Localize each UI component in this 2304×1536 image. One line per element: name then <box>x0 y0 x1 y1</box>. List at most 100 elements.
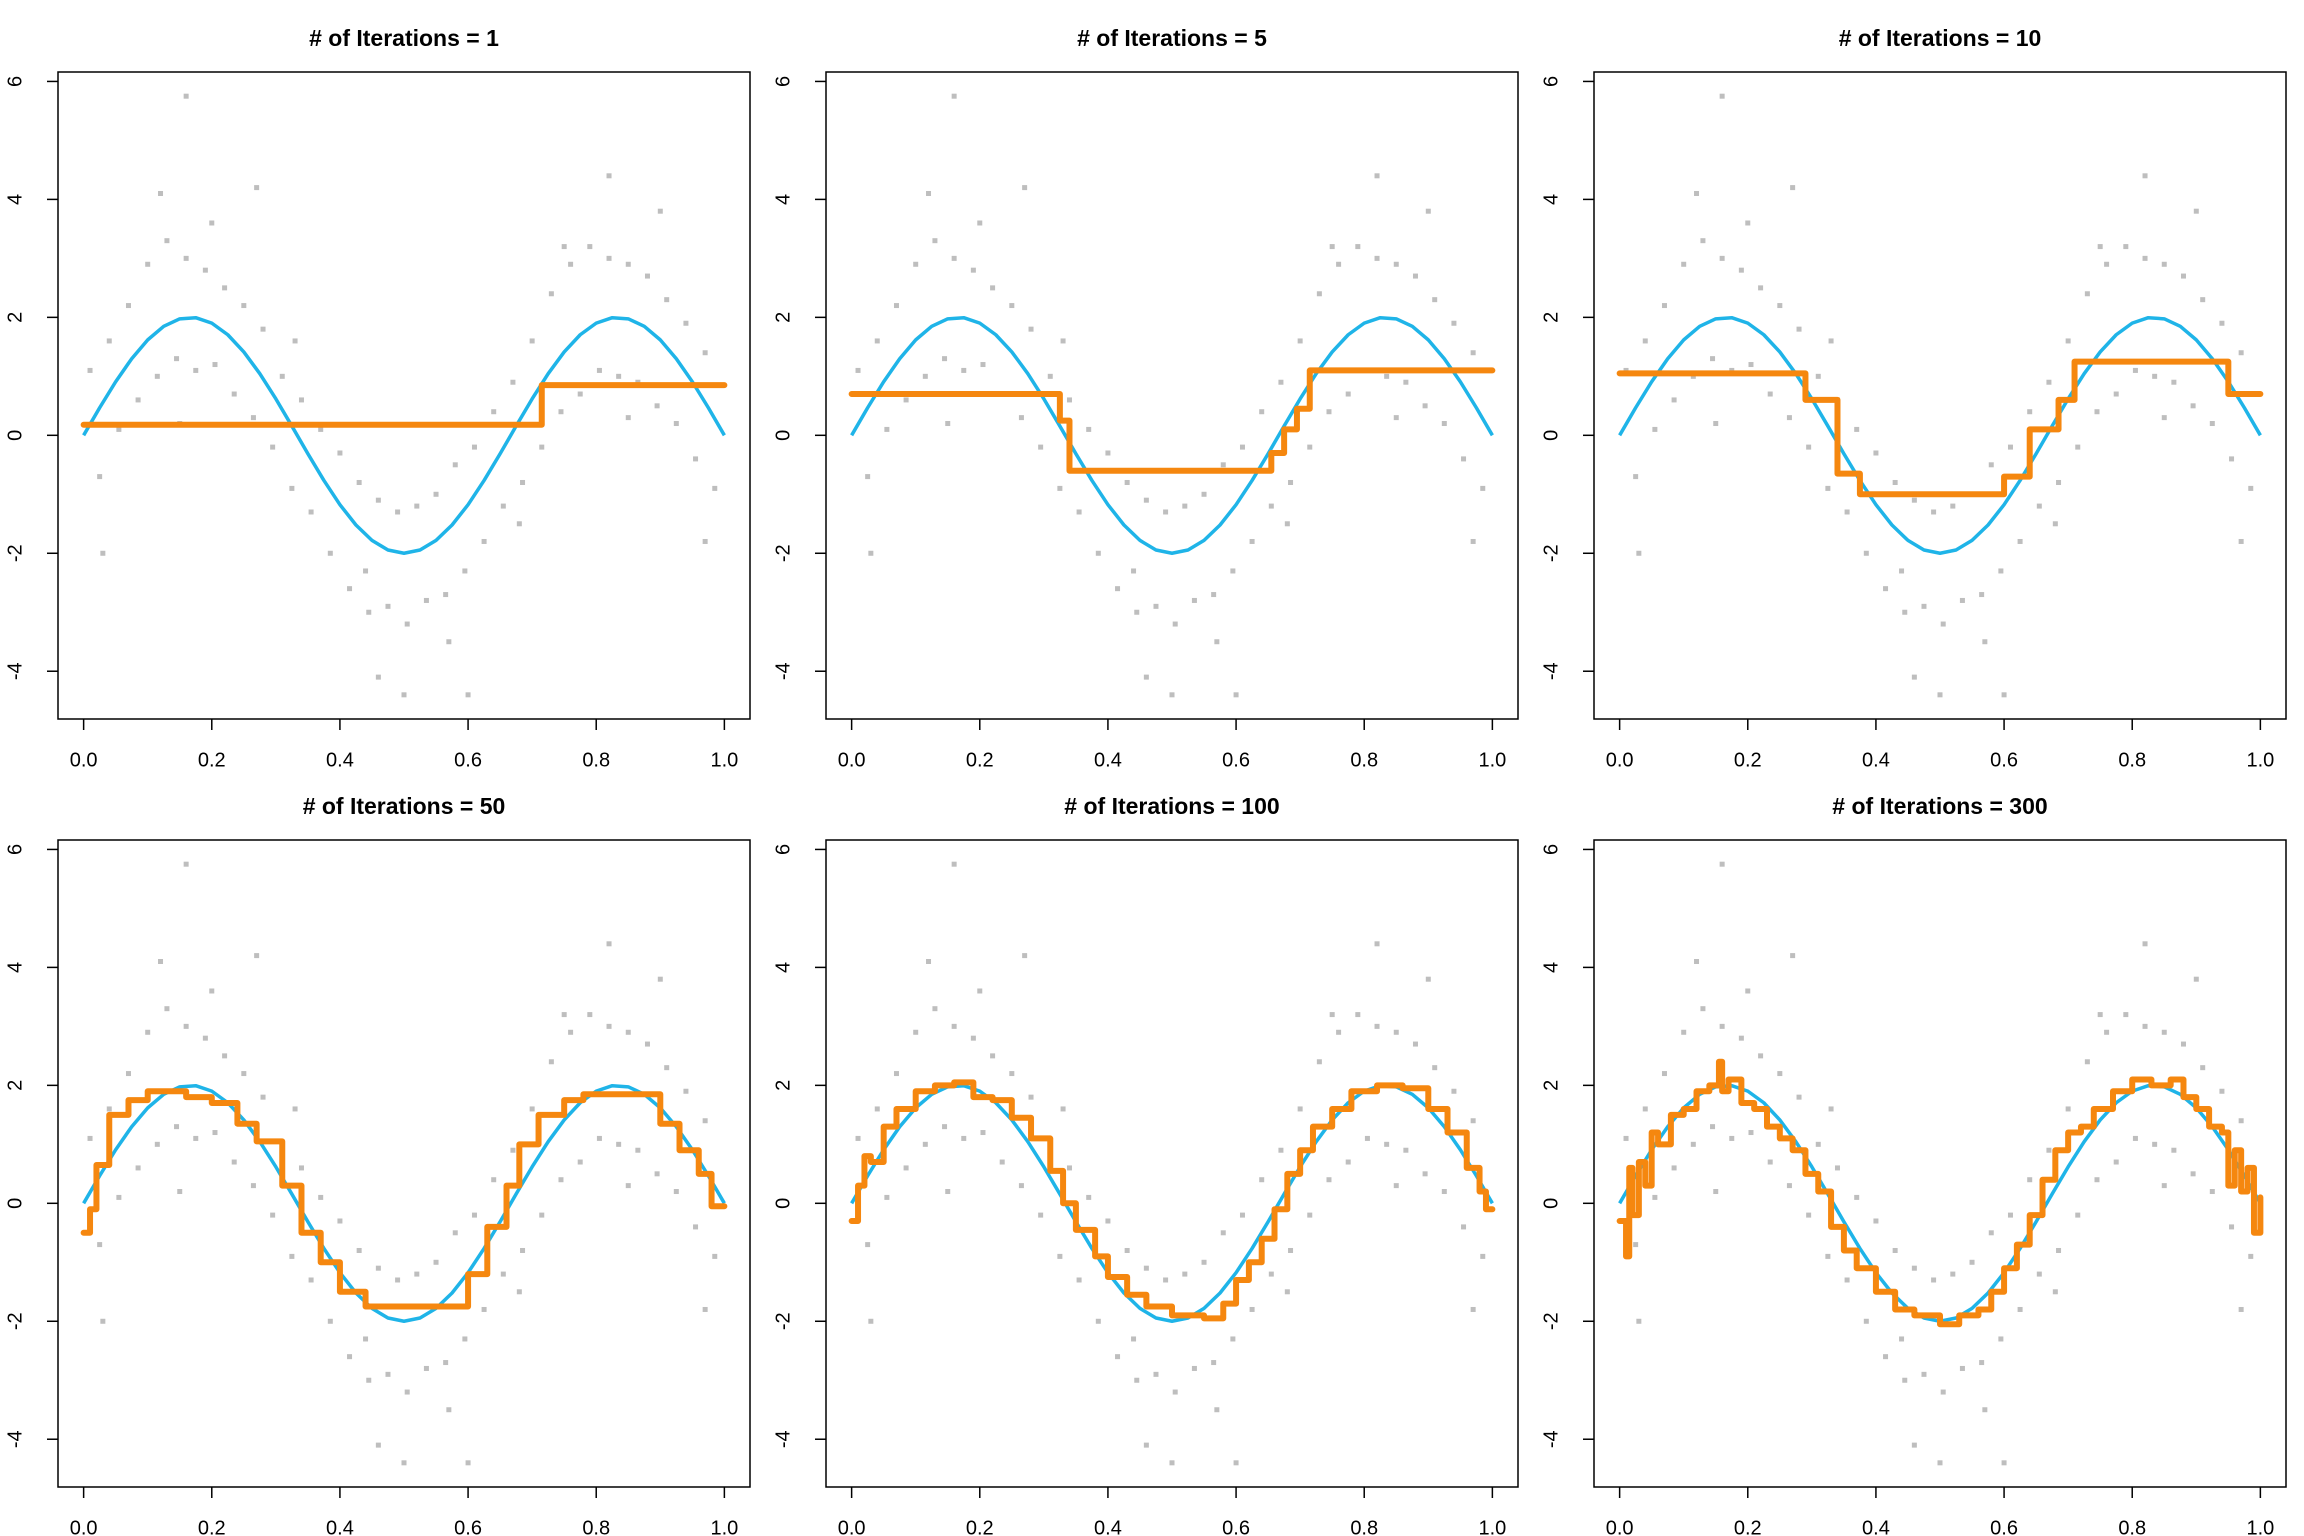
data-point <box>1719 1023 1725 1029</box>
data-point <box>1009 303 1015 309</box>
data-point <box>1134 609 1140 615</box>
data-point <box>520 479 526 485</box>
data-point <box>164 1006 170 1012</box>
data-point <box>1278 379 1284 385</box>
x-tick-label: 0.6 <box>1222 1517 1250 1536</box>
data-point <box>1979 592 1985 598</box>
data-point <box>548 291 554 297</box>
data-point <box>250 415 256 421</box>
data-point <box>596 367 602 373</box>
boosted-fit <box>1616 1058 2264 1328</box>
data-point <box>2104 1029 2110 1035</box>
data-point <box>87 367 93 373</box>
data-point <box>1086 426 1092 432</box>
data-point <box>1057 485 1063 491</box>
data-point <box>893 303 899 309</box>
data-point <box>2007 1212 2013 1218</box>
data-point <box>183 255 189 261</box>
data-point <box>2193 976 2199 982</box>
data-point <box>712 1253 718 1259</box>
data-point <box>1661 303 1667 309</box>
boosted-fit <box>848 1079 1496 1322</box>
data-point <box>2209 1189 2215 1195</box>
plot-area <box>80 861 728 1466</box>
data-point <box>2056 479 2062 485</box>
data-point <box>2097 244 2103 250</box>
data-point <box>1115 586 1121 592</box>
data-point <box>657 976 663 982</box>
data-point <box>1230 1336 1236 1342</box>
data-point <box>625 1029 631 1035</box>
data-point <box>1131 568 1137 574</box>
data-point <box>1259 1177 1265 1183</box>
data-point <box>1902 609 1908 615</box>
data-point <box>471 444 477 450</box>
data-point <box>2238 350 2244 356</box>
data-point <box>1883 586 1889 592</box>
data-point <box>1815 373 1821 379</box>
data-point <box>893 1071 899 1077</box>
data-point <box>884 426 890 432</box>
data-point <box>1191 1365 1197 1371</box>
data-point <box>443 592 449 598</box>
data-point <box>1825 485 1831 491</box>
data-point <box>990 1053 996 1059</box>
data-point <box>1982 639 1988 645</box>
data-point <box>1307 444 1313 450</box>
data-point <box>1931 509 1937 515</box>
data-point <box>1969 1259 1975 1265</box>
data-point <box>1230 568 1236 574</box>
data-point <box>683 320 689 326</box>
data-point <box>1047 373 1053 379</box>
data-point <box>154 1141 160 1147</box>
data-point <box>1393 1183 1399 1189</box>
data-point <box>702 1306 708 1312</box>
data-point <box>1259 409 1265 415</box>
data-point <box>1249 1306 1255 1312</box>
data-point <box>1451 1088 1457 1094</box>
data-point <box>2075 1212 2081 1218</box>
data-point <box>1710 356 1716 362</box>
data-point <box>529 338 535 344</box>
data-point <box>1700 238 1706 244</box>
data-point <box>1681 261 1687 267</box>
data-point <box>446 1407 452 1413</box>
data-point <box>1288 479 1294 485</box>
x-tick-label: 0.2 <box>1734 749 1762 771</box>
data-point <box>1009 1071 1015 1077</box>
panel: # of Iterations = 5 0.0 0.2 0.4 0.6 0.8 1.0 -4 -… <box>772 25 1519 771</box>
data-point <box>1095 1318 1101 1324</box>
plot-area <box>848 93 1496 698</box>
x-tick-label: 1.0 <box>2246 1517 2274 1536</box>
data-point <box>855 1135 861 1141</box>
plot-frame <box>825 71 1519 720</box>
data-point <box>1911 674 1917 680</box>
data-point <box>222 1053 228 1059</box>
data-point <box>616 373 622 379</box>
data-point <box>1652 1194 1658 1200</box>
data-point <box>1268 503 1274 509</box>
data-point <box>1076 1277 1082 1283</box>
data-point <box>443 1360 449 1366</box>
data-point <box>1937 692 1943 698</box>
data-point <box>951 861 957 867</box>
data-point <box>625 1183 631 1189</box>
y-tick-label: 0 <box>1540 1198 1562 1209</box>
data-point <box>1329 1012 1335 1018</box>
data-point <box>97 1242 103 1248</box>
data-point <box>1028 326 1034 332</box>
x-tick-label: 1.0 <box>1478 1517 1506 1536</box>
data-point <box>1153 603 1159 609</box>
data-point <box>1892 479 1898 485</box>
data-point <box>1633 474 1639 480</box>
data-point <box>1163 1277 1169 1283</box>
data-point <box>961 367 967 373</box>
data-point <box>1790 953 1796 959</box>
data-point <box>1883 1354 1889 1360</box>
data-point <box>1288 1247 1294 1253</box>
data-point <box>2200 297 2206 303</box>
data-point <box>922 373 928 379</box>
data-point <box>250 1183 256 1189</box>
data-point <box>2238 1118 2244 1124</box>
y-tick-label: 0 <box>4 430 26 441</box>
